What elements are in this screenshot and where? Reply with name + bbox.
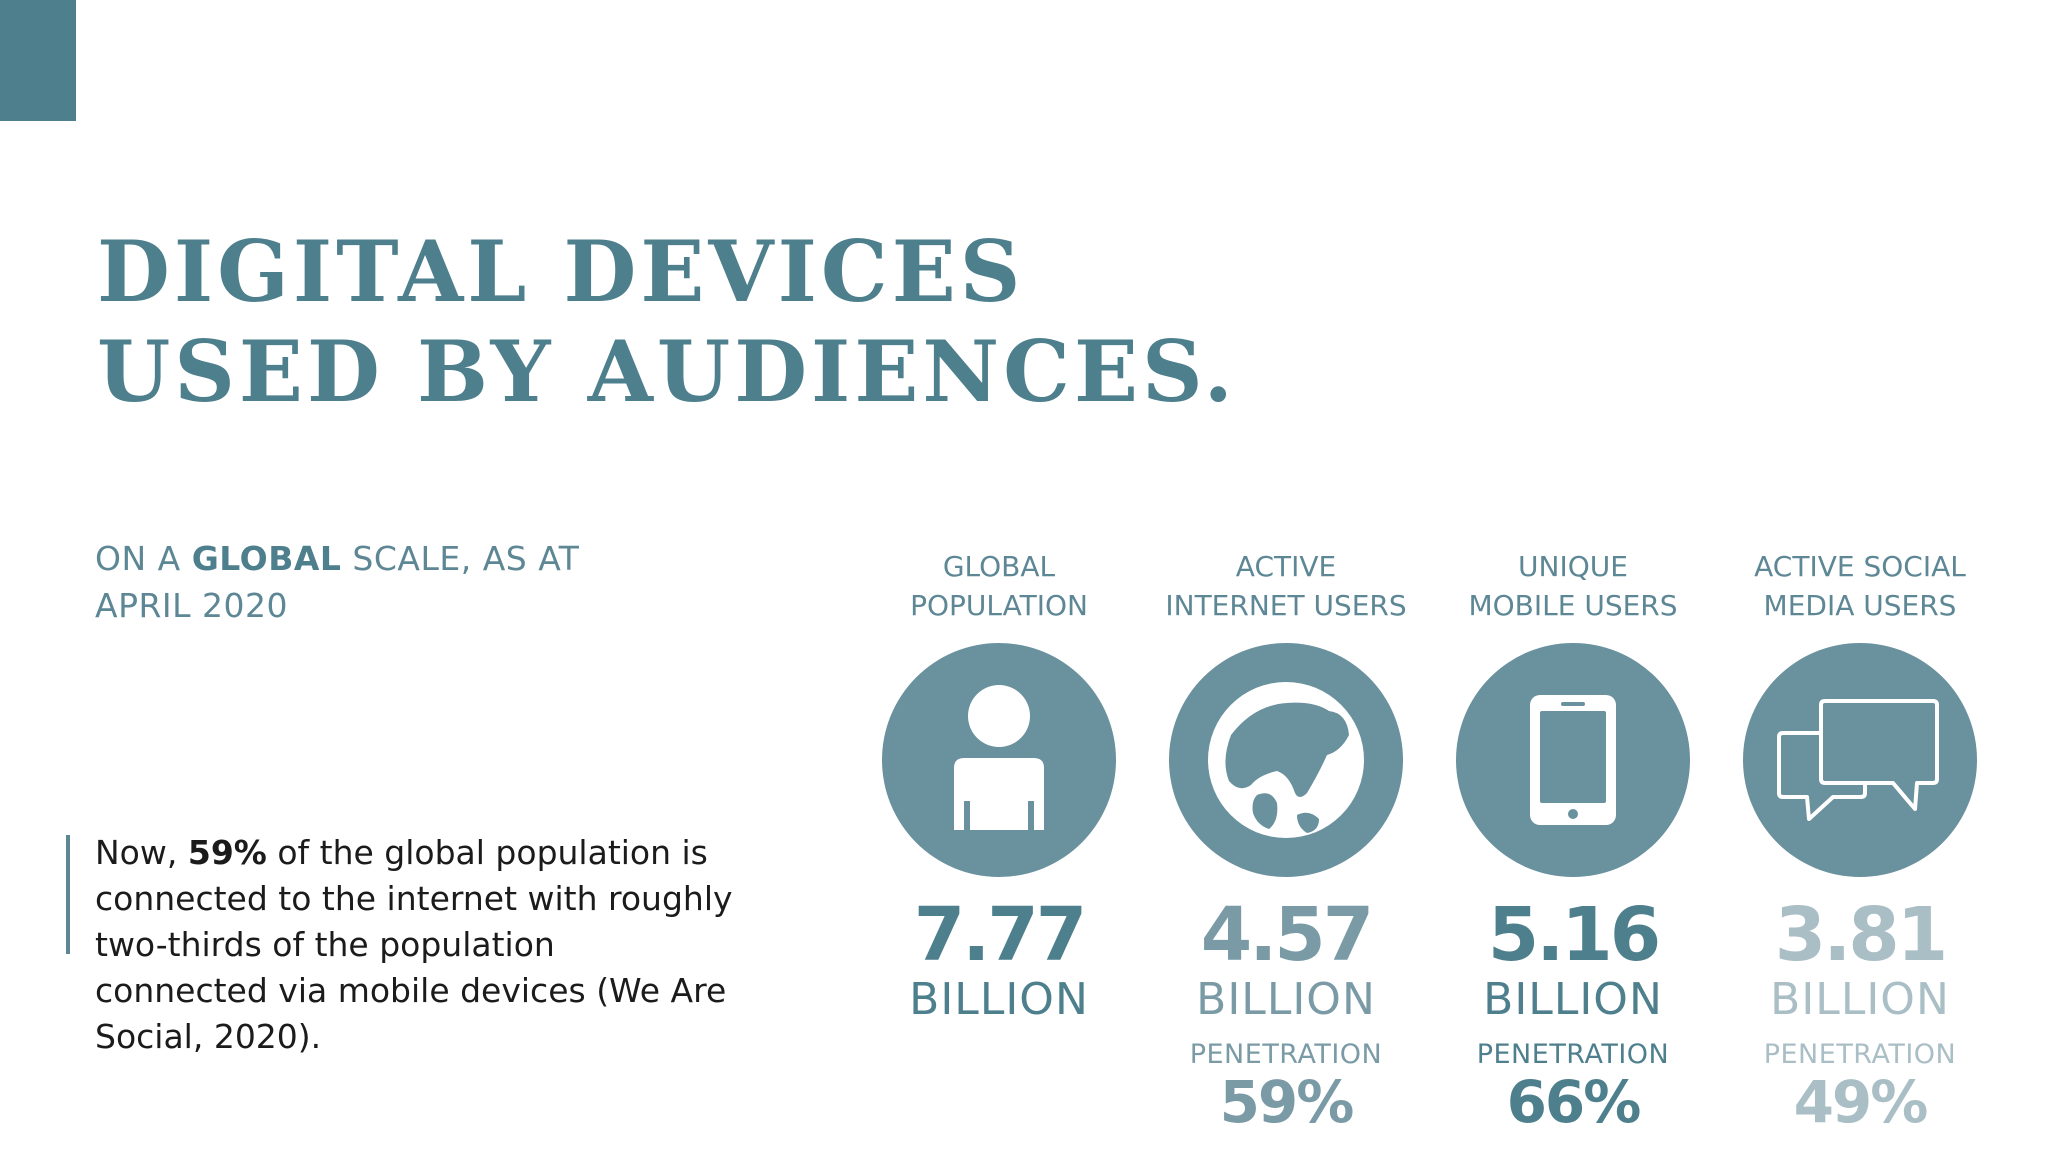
stat-label-line-2: MEDIA USERS <box>1763 589 1957 622</box>
penetration-value: 66% <box>1506 1068 1642 1136</box>
penetration-label: PENETRATION <box>1476 1039 1670 1070</box>
quote-body: of the global population is connected to… <box>95 833 733 1056</box>
page-title: DIGITAL DEVICES USED BY AUDIENCES. <box>97 222 1237 422</box>
stat-value: 7.77 <box>913 892 1088 978</box>
stat-label: UNIQUE MOBILE USERS <box>1423 535 1723 625</box>
stat-social-media-users: ACTIVE SOCIAL MEDIA USERS 3.81 BILLION P… <box>1710 535 2010 1133</box>
stat-unit: BILLION <box>1483 974 1663 1025</box>
stat-label-line-2: POPULATION <box>910 589 1088 622</box>
title-line-1: DIGITAL DEVICES <box>97 222 1025 321</box>
stat-label-line-1: ACTIVE SOCIAL <box>1754 550 1966 583</box>
quote-prefix: Now, <box>95 833 188 872</box>
corner-accent-block <box>0 0 76 121</box>
summary-quote: Now, 59% of the global population is con… <box>95 830 735 1060</box>
stat-label-line-2: MOBILE USERS <box>1468 589 1678 622</box>
mobile-phone-icon <box>1456 643 1690 877</box>
scope-subtitle: ON A GLOBAL SCALE, AS AT APRIL 2020 <box>95 535 579 629</box>
subtitle-date: APRIL 2020 <box>95 586 288 625</box>
subtitle-prefix: ON A <box>95 539 192 578</box>
title-line-2: USED BY AUDIENCES. <box>97 322 1237 421</box>
stat-label: ACTIVE INTERNET USERS <box>1136 535 1436 625</box>
subtitle-emphasis: GLOBAL <box>191 539 342 578</box>
stat-value: 4.57 <box>1200 892 1375 978</box>
quote-emphasis: 59% <box>187 833 267 872</box>
stat-internet-users: ACTIVE INTERNET USERS 4.57 BILLION PENET… <box>1136 535 1436 1133</box>
stat-mobile-users: UNIQUE MOBILE USERS 5.16 BILLION PENETRA… <box>1423 535 1723 1133</box>
globe-icon <box>1169 643 1403 877</box>
stat-unit: BILLION <box>1196 974 1376 1025</box>
stat-unit: BILLION <box>909 974 1089 1025</box>
penetration-value: 59% <box>1219 1068 1355 1136</box>
stat-label-line-1: GLOBAL <box>942 550 1056 583</box>
stat-label: ACTIVE SOCIAL MEDIA USERS <box>1710 535 2010 625</box>
stat-unit: BILLION <box>1770 974 1950 1025</box>
stat-global-population: GLOBAL POPULATION 7.77 BILLION <box>849 535 1149 1025</box>
chat-bubbles-icon <box>1743 643 1977 877</box>
stat-label-line-1: ACTIVE <box>1235 550 1337 583</box>
stat-value: 3.81 <box>1774 892 1949 978</box>
penetration-value: 49% <box>1793 1068 1929 1136</box>
subtitle-suffix: SCALE, AS AT <box>341 539 580 578</box>
stat-label: GLOBAL POPULATION <box>849 535 1149 625</box>
quote-bar <box>66 835 70 954</box>
person-icon <box>882 643 1116 877</box>
penetration-label: PENETRATION <box>1763 1039 1957 1070</box>
penetration-label: PENETRATION <box>1189 1039 1383 1070</box>
stat-label-line-2: INTERNET USERS <box>1165 589 1407 622</box>
stat-label-line-1: UNIQUE <box>1518 550 1628 583</box>
stat-value: 5.16 <box>1487 892 1662 978</box>
